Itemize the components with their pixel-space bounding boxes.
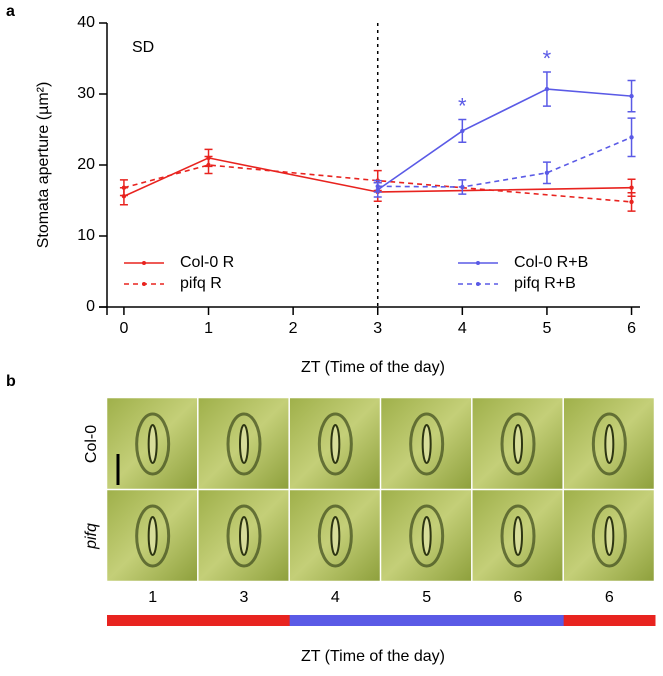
row-label: pifq	[83, 523, 100, 550]
stoma-pore	[147, 516, 158, 556]
stoma-pore	[421, 516, 432, 556]
point	[460, 128, 465, 134]
stoma-guard	[500, 504, 536, 568]
stoma-guard	[317, 412, 353, 476]
annotation: SD	[132, 39, 154, 56]
stoma-pore	[604, 516, 615, 556]
series-line	[123, 164, 632, 203]
stoma-pore	[513, 516, 523, 556]
legend-label: Col-0 R	[180, 254, 234, 271]
legend-label: pifq R	[180, 275, 222, 292]
stoma-pore	[513, 424, 523, 464]
stoma-guard	[317, 504, 353, 568]
column-label: 4	[331, 589, 340, 606]
point	[460, 184, 465, 190]
point	[121, 185, 127, 190]
stoma-pore	[330, 516, 341, 556]
y-tick-label: 10	[77, 227, 95, 244]
point	[629, 199, 634, 205]
y-tick-label: 30	[77, 85, 95, 102]
stoma-guard	[135, 412, 171, 476]
y-tick-label: 0	[86, 298, 95, 315]
stoma-guard	[591, 412, 627, 476]
stoma-guard	[409, 504, 445, 568]
condition-bar	[289, 615, 382, 626]
stoma-guard	[226, 412, 262, 476]
point	[629, 185, 634, 190]
y-tick-label: 20	[77, 156, 95, 173]
stoma-guard	[500, 412, 536, 476]
legend-label: pifq R+B	[514, 275, 576, 292]
legend-swatch	[142, 261, 146, 265]
panel-label: a	[6, 3, 15, 20]
column-label: 3	[240, 589, 249, 606]
stoma-pore	[239, 516, 249, 556]
point	[629, 135, 634, 140]
stoma-pore	[330, 424, 341, 464]
legend-swatch	[476, 282, 480, 286]
stoma-guard	[226, 504, 262, 568]
row-label: Col-0	[83, 425, 100, 463]
panel-label: b	[6, 373, 16, 390]
condition-bar	[381, 615, 473, 626]
condition-bar	[472, 615, 565, 626]
point	[206, 162, 211, 168]
series-line	[123, 157, 632, 197]
x-tick-label: 1	[204, 320, 213, 337]
x-tick-label: 0	[119, 320, 128, 337]
column-label: 6	[514, 589, 523, 606]
stoma-pore	[421, 424, 432, 464]
point	[544, 86, 550, 92]
significance-marker: *	[458, 93, 467, 118]
stoma-guard	[409, 412, 445, 476]
point	[629, 93, 634, 99]
stoma-pore	[239, 424, 249, 464]
legend-label: Col-0 R+B	[514, 254, 588, 271]
series-line	[377, 136, 632, 188]
condition-bar	[563, 615, 656, 626]
x-tick-label: 2	[289, 320, 298, 337]
stoma-guard	[591, 504, 627, 568]
legend-swatch	[142, 282, 146, 286]
significance-marker: *	[543, 46, 552, 71]
series-line	[377, 88, 632, 191]
point	[375, 184, 380, 189]
x-tick-label: 3	[373, 320, 382, 337]
x-axis-label: ZT (Time of the day)	[301, 359, 445, 376]
condition-bar	[198, 615, 291, 626]
legend-swatch	[476, 261, 480, 265]
y-tick-label: 40	[77, 14, 95, 31]
column-label: 1	[148, 589, 157, 606]
point	[544, 170, 550, 176]
stoma-pore	[147, 424, 158, 464]
x-axis-label: ZT (Time of the day)	[301, 648, 445, 665]
x-tick-label: 6	[627, 320, 636, 337]
y-axis-label: Stomata aperture (µm²)	[35, 82, 52, 249]
stoma-pore	[604, 424, 615, 464]
column-label: 6	[605, 589, 614, 606]
x-tick-label: 4	[458, 320, 467, 337]
column-label: 5	[422, 589, 431, 606]
x-tick-label: 5	[542, 320, 551, 337]
condition-bar	[107, 615, 199, 626]
stoma-guard	[135, 504, 171, 568]
